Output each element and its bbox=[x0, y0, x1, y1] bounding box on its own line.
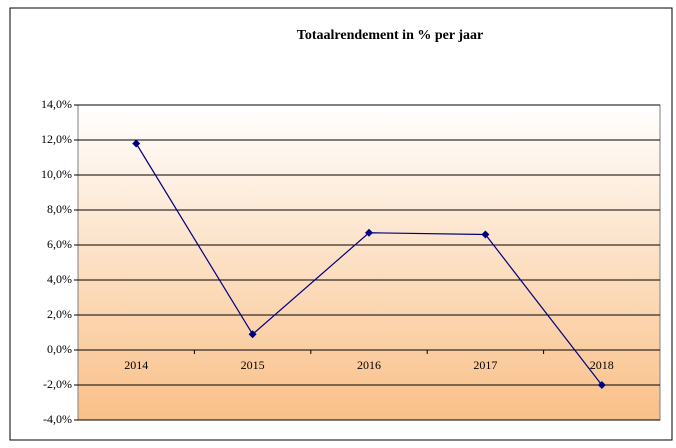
x-tick-label: 2014 bbox=[124, 358, 148, 372]
y-tick-label: 12,0% bbox=[41, 132, 72, 146]
x-tick-label: 2016 bbox=[357, 358, 381, 372]
x-tick-label: 2018 bbox=[590, 358, 614, 372]
plot-area bbox=[77, 104, 661, 421]
y-tick-label: -4,0% bbox=[43, 412, 72, 426]
y-tick-label: 6,0% bbox=[47, 237, 72, 251]
data-point bbox=[132, 139, 141, 148]
y-tick-label: 10,0% bbox=[41, 167, 72, 181]
data-point bbox=[481, 230, 490, 239]
data-point bbox=[365, 228, 373, 237]
x-tick-label: 2015 bbox=[241, 358, 265, 372]
data-point bbox=[597, 381, 606, 389]
y-tick-label: -2,0% bbox=[43, 377, 72, 391]
x-tick-label: 2017 bbox=[473, 358, 497, 372]
y-tick-label: 0,0% bbox=[47, 342, 72, 356]
y-tick-label: 4,0% bbox=[47, 272, 72, 286]
chart-title: Totaalrendement in % per jaar bbox=[297, 28, 483, 43]
data-point bbox=[248, 330, 257, 339]
y-tick-label: 2,0% bbox=[47, 307, 72, 321]
y-tick-label: 14,0% bbox=[41, 97, 72, 111]
y-tick-label: 8,0% bbox=[47, 202, 72, 216]
